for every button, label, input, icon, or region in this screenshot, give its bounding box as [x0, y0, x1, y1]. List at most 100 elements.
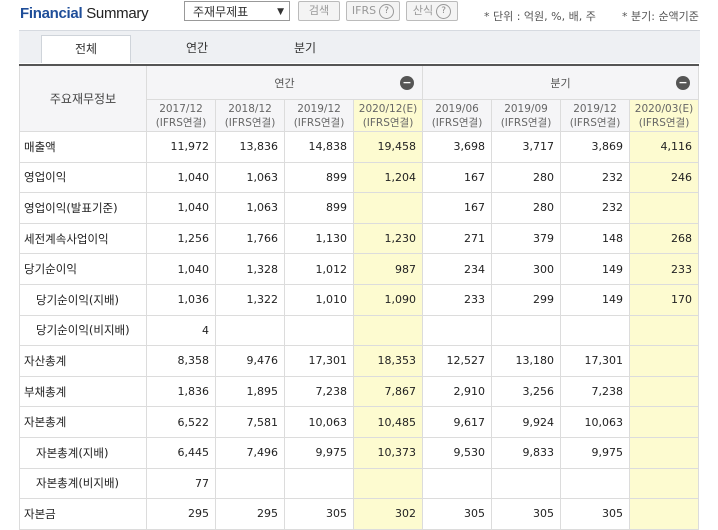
table-row: 자본금 295 295 305 302 305 305 305 — [19, 498, 699, 530]
help-icon: ? — [379, 3, 395, 19]
table-cell: 3,256 — [491, 375, 561, 408]
table-cell — [629, 467, 699, 500]
table-cell: 9,617 — [422, 406, 492, 438]
table-cell: 10,485 — [353, 406, 423, 438]
tab-annual[interactable]: 연간 — [185, 41, 209, 55]
table-cell: 1,090 — [353, 283, 423, 316]
collapse-quarter-icon[interactable]: − — [676, 76, 690, 90]
table-cell: 1,230 — [353, 222, 423, 255]
table-cell: 1,010 — [284, 283, 354, 316]
table-row: 영업이익(발표기준) 1,040 1,063 899 167 280 232 — [19, 192, 699, 224]
table-cell — [491, 467, 561, 500]
formula-help-button[interactable]: 산식? — [406, 1, 458, 21]
table-cell — [353, 192, 423, 224]
table-row: 당기순이익(비지배) 4 — [19, 314, 699, 347]
column-period: 2019/06 — [435, 102, 479, 115]
table-cell: 1,040 — [146, 161, 216, 194]
table-cell: 7,238 — [284, 375, 354, 408]
table-cell — [629, 314, 699, 347]
column-header: 2018/12 (IFRS연결) — [215, 99, 285, 132]
table-cell: 7,867 — [353, 375, 423, 408]
table-row: 자산총계 8,358 9,476 17,301 18,353 12,527 13,180 17… — [19, 345, 699, 377]
column-basis: (IFRS연결) — [293, 116, 345, 129]
column-period: 2019/12 — [573, 102, 617, 115]
table-cell: 8,358 — [146, 345, 216, 377]
table-cell: 1,836 — [146, 375, 216, 408]
table-cell: 11,972 — [146, 131, 216, 163]
table-cell: 19,458 — [353, 131, 423, 163]
table-row: 부채총계 1,836 1,895 7,238 7,867 2,910 3,256 7,238 — [19, 375, 699, 408]
table-cell: 6,445 — [146, 436, 216, 469]
table-cell: 1,895 — [215, 375, 285, 408]
table-cell: 305 — [284, 498, 354, 530]
column-basis: (IFRS연결) — [224, 116, 276, 129]
title-summary: Summary — [86, 5, 149, 22]
column-header: 2019/09 (IFRS연결) — [491, 99, 561, 132]
table-cell: 233 — [629, 253, 699, 285]
column-header: 2020/12(E) (IFRS연결) — [353, 99, 423, 132]
table-cell: 233 — [422, 283, 492, 316]
table-cell: 9,975 — [560, 436, 630, 469]
table-cell — [215, 467, 285, 500]
row-label: 자본금 — [19, 498, 147, 530]
column-basis: (IFRS연결) — [638, 116, 690, 129]
column-period: 2017/12 — [159, 102, 203, 115]
quarter-group-label: 분기 — [550, 76, 571, 90]
table-cell: 1,012 — [284, 253, 354, 285]
table-row: 매출액 11,972 13,836 14,838 19,458 3,698 3,717 3,8… — [19, 131, 699, 163]
table-cell: 300 — [491, 253, 561, 285]
table-cell: 1,063 — [215, 192, 285, 224]
table-cell: 2,910 — [422, 375, 492, 408]
tab-all[interactable]: 전체 — [41, 35, 131, 63]
table-cell: 149 — [560, 253, 630, 285]
ifrs-help-button[interactable]: IFRS? — [346, 1, 400, 21]
table-row: 자본총계(비지배) 77 — [19, 467, 699, 500]
table-cell: 149 — [560, 283, 630, 316]
row-label: 세전계속사업이익 — [19, 222, 147, 255]
tab-quarterly[interactable]: 분기 — [293, 41, 317, 55]
table-cell: 295 — [215, 498, 285, 530]
top-bar: Financial Summary 주재무제표 ▼ 검색 IFRS? 산식? *… — [0, 0, 718, 30]
table-cell — [629, 498, 699, 530]
ifrs-label: IFRS — [351, 4, 377, 17]
table-cell: 7,496 — [215, 436, 285, 469]
search-button[interactable]: 검색 — [298, 1, 340, 21]
column-header: 2017/12 (IFRS연결) — [146, 99, 216, 132]
row-label: 자산총계 — [19, 345, 147, 377]
table-row: 당기순이익(지배) 1,036 1,322 1,010 1,090 233 299 149 17… — [19, 283, 699, 316]
table-cell: 1,256 — [146, 222, 216, 255]
table-cell: 302 — [353, 498, 423, 530]
help-icon: ? — [436, 3, 452, 19]
annual-group-header: 연간 − — [146, 64, 423, 100]
column-period: 2020/12(E) — [358, 102, 418, 115]
row-label: 당기순이익(비지배) — [19, 314, 147, 347]
table-cell — [422, 467, 492, 500]
table-cell: 305 — [491, 498, 561, 530]
table-cell: 4,116 — [629, 131, 699, 163]
annual-group-label: 연간 — [274, 76, 295, 90]
table-cell: 246 — [629, 161, 699, 194]
table-cell: 148 — [560, 222, 630, 255]
table-cell: 17,301 — [284, 345, 354, 377]
table-cell: 4 — [146, 314, 216, 347]
column-basis: (IFRS연결) — [362, 116, 414, 129]
table-cell: 9,476 — [215, 345, 285, 377]
table-cell: 1,766 — [215, 222, 285, 255]
period-basis-note: * 분기: 순액기준 — [622, 10, 699, 23]
collapse-annual-icon[interactable]: − — [400, 76, 414, 90]
statement-type-value: 주재무제표 — [193, 5, 249, 19]
table-cell: 10,063 — [284, 406, 354, 438]
table-cell: 9,924 — [491, 406, 561, 438]
statement-type-select[interactable]: 주재무제표 ▼ — [184, 1, 290, 21]
table-cell: 1,130 — [284, 222, 354, 255]
table-cell: 9,975 — [284, 436, 354, 469]
row-label: 영업이익(발표기준) — [19, 192, 147, 224]
title-financial: Financial — [20, 5, 83, 22]
table-cell — [284, 467, 354, 500]
table-cell: 10,063 — [560, 406, 630, 438]
row-label: 자본총계(지배) — [19, 436, 147, 469]
table-cell — [629, 406, 699, 438]
table-cell: 268 — [629, 222, 699, 255]
table-row: 자본총계(지배) 6,445 7,496 9,975 10,373 9,530 9,833 9… — [19, 436, 699, 469]
row-label: 자본총계(비지배) — [19, 467, 147, 500]
